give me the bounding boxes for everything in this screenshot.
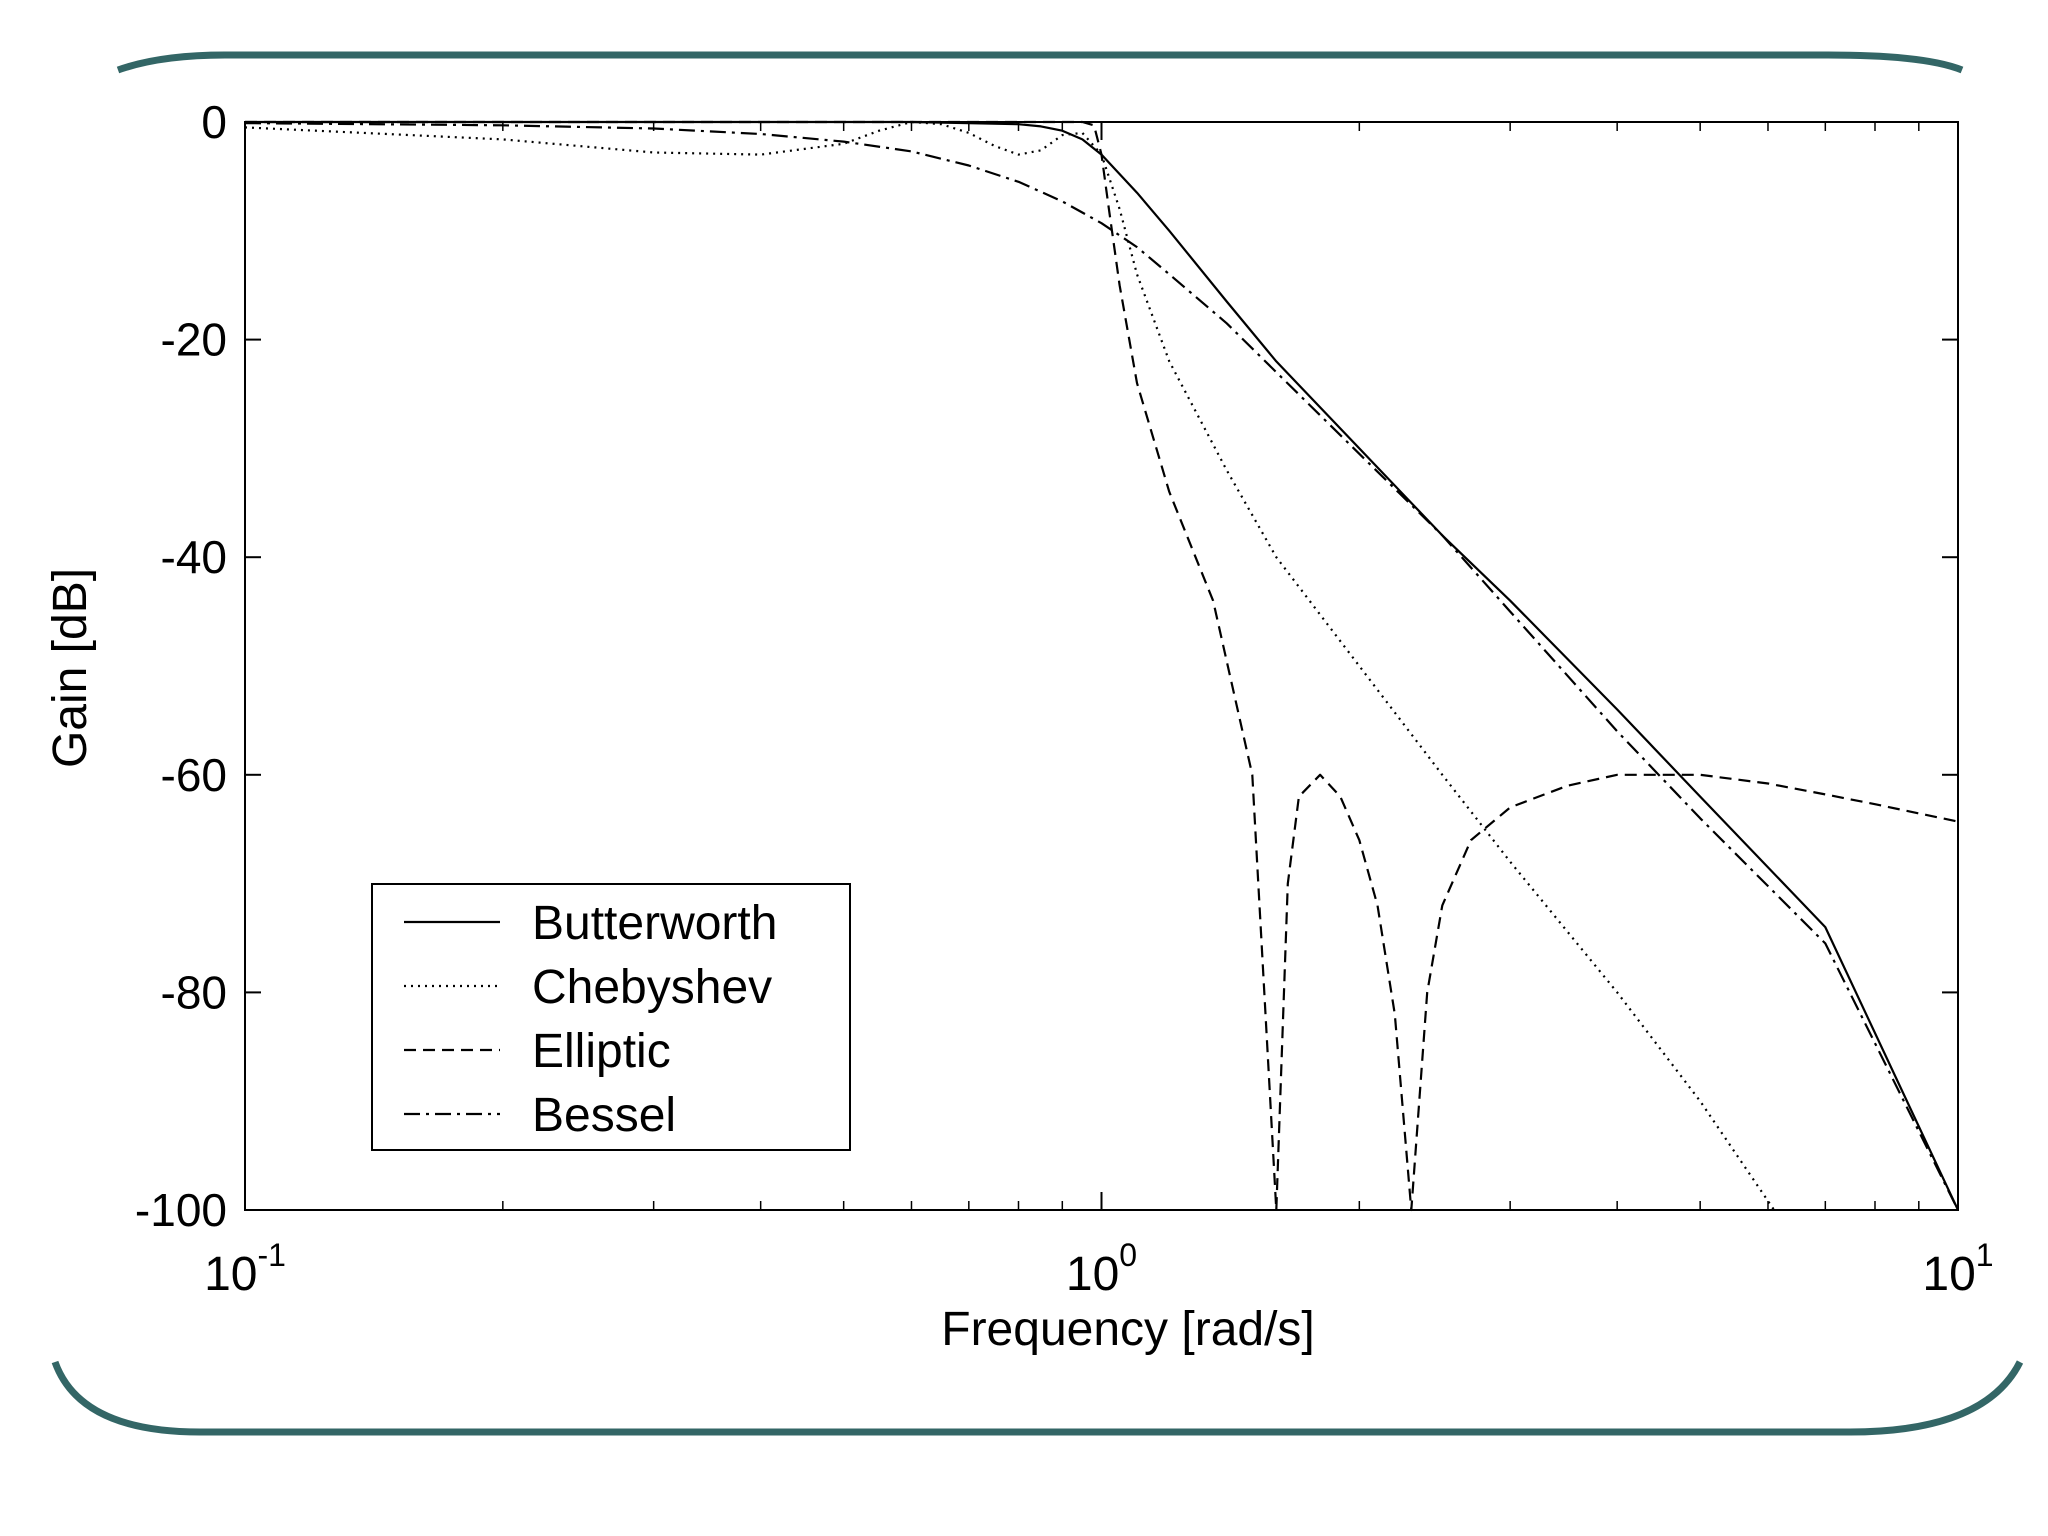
legend: Butterworth Chebyshev Elliptic Bessel: [371, 883, 851, 1151]
y-tick-label: 0: [201, 96, 227, 148]
x-tick-label: 101: [1922, 1237, 1993, 1301]
x-tick-label: 100: [1066, 1237, 1137, 1301]
series-layer: [245, 120, 1958, 1212]
x-axis-label: Frequency [rad/s]: [941, 1303, 1315, 1356]
legend-label: Butterworth: [532, 897, 777, 950]
x-tick-label: 10-1: [204, 1237, 286, 1301]
series-line-bessel: [245, 122, 1958, 1211]
y-tick-label: -40: [161, 531, 227, 583]
legend-box: [371, 883, 851, 1151]
y-tick-label: -80: [161, 966, 227, 1018]
x-axis: 10-1 100 101: [204, 122, 1994, 1301]
slide-frame-top-arc: [116, 51, 1964, 74]
y-axis: 0 -20 -40 -60 -80 -100: [135, 96, 1958, 1236]
y-tick-label: -20: [161, 314, 227, 366]
y-axis-label: Gain [dB]: [44, 568, 97, 768]
legend-label: Elliptic: [532, 1025, 671, 1078]
y-tick-label: -60: [161, 749, 227, 801]
legend-label: Bessel: [532, 1089, 676, 1142]
y-tick-label: -100: [135, 1184, 227, 1236]
legend-label: Chebyshev: [532, 961, 772, 1014]
series-line-elliptic: [245, 120, 1958, 1212]
slide-frame-bottom-arc: [51, 1360, 2024, 1436]
